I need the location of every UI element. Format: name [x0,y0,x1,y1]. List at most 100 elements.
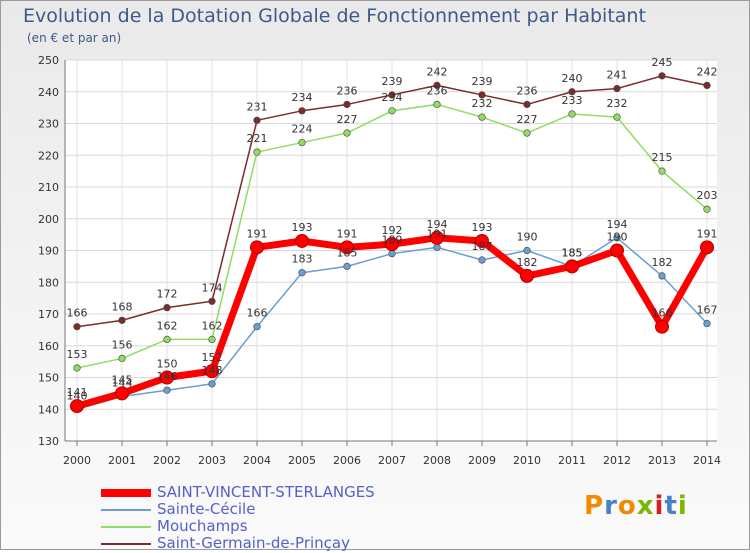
data-point [613,113,621,121]
data-point [703,205,711,213]
data-point [703,319,711,328]
x-tick-label: 2008 [423,454,451,467]
y-tick-label: 170 [38,308,59,321]
data-label: 227 [517,113,538,126]
data-label: 236 [427,84,448,97]
data-point [253,148,261,156]
data-point [433,81,441,89]
data-point [523,246,531,255]
data-label: 166 [652,307,673,320]
data-point [613,84,621,93]
y-tick-label: 130 [38,435,59,448]
x-tick-label: 2013 [648,454,676,467]
x-tick-label: 2002 [153,454,181,467]
data-label: 192 [382,224,403,237]
data-point [208,297,216,305]
legend-swatch [101,489,151,497]
data-label: 150 [157,358,178,371]
data-point [475,233,489,248]
data-label: 140 [67,389,88,402]
data-point [568,110,576,118]
data-point [520,268,534,283]
data-label: 242 [427,65,448,78]
data-point [613,234,621,242]
data-point [700,240,714,255]
data-label: 162 [202,319,223,332]
data-label: 221 [247,132,268,145]
data-point [115,386,129,401]
y-tick-label: 150 [38,372,59,385]
data-point [523,129,531,137]
brand-logo: Proxiti [584,491,688,521]
y-tick-label: 140 [38,403,59,416]
y-tick-label: 210 [38,181,59,194]
data-point [205,364,219,379]
data-point [568,88,576,96]
x-tick-label: 2000 [63,454,91,467]
data-point [160,370,174,385]
data-point [70,399,84,414]
data-label: 148 [202,364,223,377]
data-label: 183 [292,253,313,266]
data-label: 240 [562,72,583,85]
data-label: 145 [112,373,133,386]
data-point [388,91,396,99]
data-point [298,269,306,277]
legend-label: SAINT-VINCENT-STERLANGES [157,483,375,501]
x-tick-label: 2009 [468,454,496,467]
data-label: 166 [247,307,268,320]
chart-title: Evolution de la Dotation Globale de Fonc… [23,5,646,27]
data-point [163,386,171,394]
data-label: 224 [292,123,313,136]
x-tick-label: 2014 [693,454,721,467]
x-tick-label: 2011 [558,454,586,467]
data-label: 242 [697,65,718,78]
data-label: 174 [202,281,223,294]
data-label: 187 [472,240,493,253]
data-point [658,167,666,175]
legend-label: Saint-Germain-de-Prinçay [157,534,350,552]
y-tick-label: 190 [38,245,59,258]
data-point [208,380,216,388]
data-label: 144 [112,377,133,390]
data-point [433,243,441,251]
data-label: 239 [382,75,403,88]
data-point [478,91,486,99]
data-label: 185 [562,246,583,259]
data-label: 245 [652,56,673,69]
data-point [118,316,126,324]
y-tick-label: 230 [38,118,59,131]
data-label: 194 [607,218,628,231]
data-label: 215 [652,151,673,164]
data-label: 182 [517,256,538,269]
data-label: 189 [382,234,403,247]
data-label: 191 [337,227,358,240]
data-point [433,100,441,109]
data-label: 172 [157,288,178,301]
data-label: 168 [112,300,133,313]
data-point [343,129,351,137]
data-point [658,72,666,80]
x-tick-label: 2001 [108,454,136,467]
data-point [478,113,486,121]
x-tick-label: 2004 [243,454,271,467]
data-label: 233 [562,94,583,107]
x-tick-label: 2003 [198,454,226,467]
data-label: 185 [562,246,583,259]
data-label: 191 [427,227,448,240]
data-label: 194 [427,218,448,231]
data-point [388,107,396,115]
data-point [295,233,309,248]
x-tick-label: 2006 [333,454,361,467]
data-point [73,323,81,331]
data-point [388,250,396,258]
data-label: 152 [202,351,223,364]
data-label: 153 [67,348,88,361]
data-label: 203 [697,189,718,202]
data-label: 190 [517,231,538,244]
y-tick-label: 240 [38,86,59,99]
x-tick-label: 2010 [513,454,541,467]
data-label: 193 [292,221,313,234]
data-label: 234 [292,91,313,104]
